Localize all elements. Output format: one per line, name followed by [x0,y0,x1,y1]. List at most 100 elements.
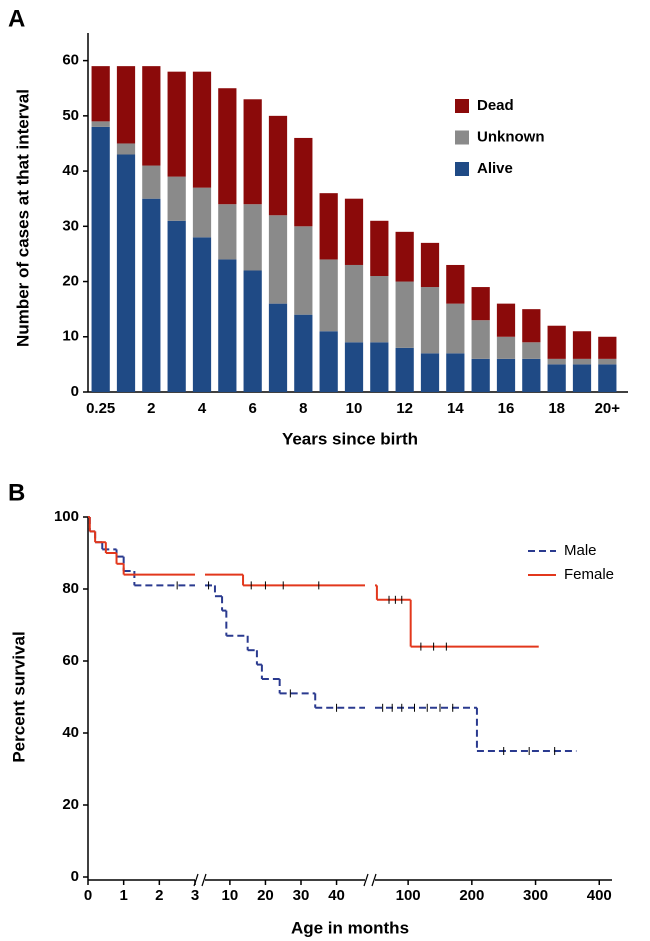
bar-segment [268,115,288,216]
bar-segment [268,303,288,392]
bar-segment [319,331,338,392]
legend-swatch [455,162,469,176]
bar-segment [395,231,414,282]
legend-label: Dead [477,97,514,114]
bar-segment [294,314,313,392]
y-tick-label: 30 [62,217,79,234]
x-axis-title: Age in months [291,918,409,937]
legend-label: Alive [477,160,513,177]
bar-segment [243,270,262,392]
y-tick-label: 60 [62,652,79,669]
bar-segment [370,342,389,392]
x-tick-label: 6 [248,400,256,417]
bar-segment [496,303,516,337]
axis-break [371,873,377,887]
x-tick-label: 2 [155,887,163,904]
x-tick-label: 16 [498,400,515,417]
bar-segment [395,347,414,392]
x-tick-label: 4 [198,400,207,417]
y-tick-label: 40 [62,162,79,179]
bar-segment [142,198,161,392]
bar-segment [294,226,313,315]
legend-swatch [455,99,469,113]
bar-segment [294,137,313,227]
bar-segment [598,358,617,365]
bar-segment [243,204,262,271]
bar-segment [116,66,136,144]
x-tick-label: 0.25 [86,400,115,417]
bar-segment [522,358,541,392]
y-tick-label: 40 [62,724,79,741]
bar-segment [471,287,490,321]
x-tick-label: 8 [299,400,307,417]
x-tick-label: 20+ [595,400,621,417]
bar-segment [218,259,237,392]
x-tick-label: 18 [548,400,565,417]
y-tick-label: 0 [71,383,79,400]
y-tick-label: 10 [62,328,79,345]
bar-segment [370,220,389,277]
bar-segment [167,220,186,392]
bar-segment [319,193,338,260]
bar-segment [547,325,566,359]
bar-segment [446,264,465,304]
bar-segment [496,358,516,392]
y-tick-label: 20 [62,796,79,813]
bar-segment [243,99,262,205]
bar-segment [192,71,212,188]
bar-segment [420,242,440,288]
bar-segment [572,331,592,359]
y-tick-label: 100 [54,508,79,525]
bar-segment [370,276,389,343]
bar-segment [218,88,237,205]
x-tick-label: 2 [147,400,155,417]
bar-segment [192,187,212,238]
x-tick-label: 3 [191,887,199,904]
y-tick-label: 80 [62,580,79,597]
bar-segment [192,237,212,392]
x-tick-label: 1 [119,887,127,904]
legend-swatch [455,130,469,145]
x-tick-label: 10 [346,400,363,417]
axis-break [201,873,207,887]
x-tick-label: 14 [447,400,464,417]
bar-segment [522,309,541,343]
bar-segment [547,358,566,365]
bar-segment [319,259,338,332]
x-tick-label: 400 [587,887,612,904]
bar-segment [344,198,364,265]
bar-segment [420,353,440,392]
x-tick-label: 12 [396,400,413,417]
bar-segment [446,353,465,392]
bar-segment [420,287,440,354]
x-tick-label: 40 [328,887,345,904]
x-tick-label: 100 [396,887,421,904]
panel-label: A [8,5,25,32]
x-tick-label: 200 [459,887,484,904]
bar-segment [572,364,592,392]
bar-segment [547,364,566,392]
legend-label: Unknown [477,128,545,145]
bar-segment [598,364,617,392]
x-tick-label: 30 [293,887,310,904]
bar-segment [167,176,186,221]
x-axis-title: Years since birth [282,429,418,448]
legend-label: Female [564,566,614,583]
bar-segment [91,66,110,122]
y-axis-title: Percent survival [9,631,28,762]
y-tick-label: 60 [62,52,79,69]
bar-segment [142,165,161,199]
bar-segment [142,66,161,166]
bar-segment [496,336,516,359]
bar-segment [116,154,136,392]
panel-label: B [8,479,25,506]
bar-segment [91,126,110,393]
axis-break [363,873,369,887]
x-tick-label: 0 [84,887,92,904]
bar-segment [471,358,490,392]
legend-label: Male [564,542,597,559]
bar-segment [522,342,541,359]
bar-segment [572,358,592,365]
bar-segment [446,303,465,354]
